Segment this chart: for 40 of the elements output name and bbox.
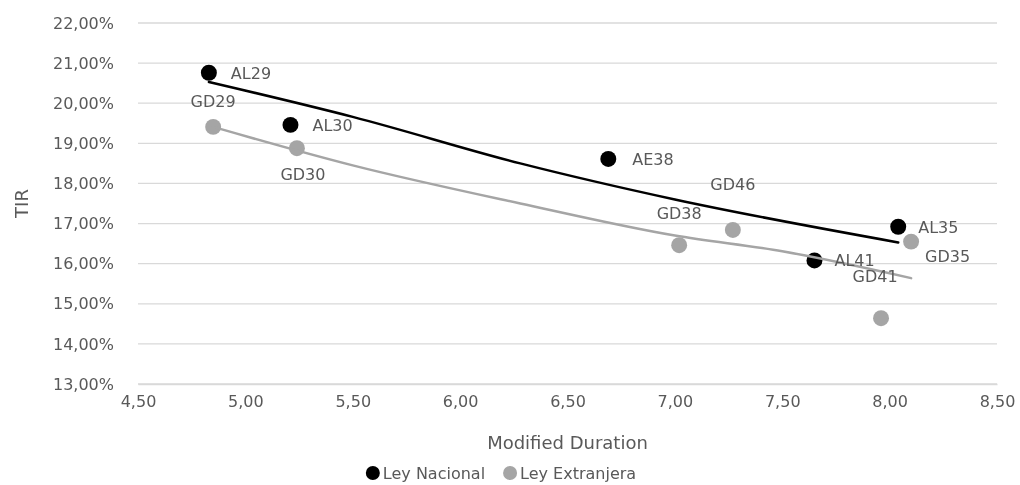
- point: [873, 310, 890, 327]
- y-tick-label: 13,00%: [52, 374, 114, 394]
- annotation: GD35: [925, 246, 971, 266]
- point: [282, 116, 299, 133]
- annotation: GD46: [710, 174, 756, 194]
- annotation: GD30: [280, 165, 326, 185]
- point: [890, 218, 907, 235]
- y-tick-label: 15,00%: [52, 294, 114, 314]
- x-tick-label: 6,50: [550, 392, 586, 412]
- point: [200, 64, 217, 81]
- annotation: AL29: [230, 63, 272, 83]
- legend-label: Ley Nacional: [382, 464, 486, 483]
- point: [903, 233, 920, 250]
- annotation: GD38: [656, 204, 702, 224]
- y-tick-label: 14,00%: [52, 334, 114, 354]
- y-tick-label: 17,00%: [52, 214, 114, 234]
- y-tick-label: 16,00%: [52, 254, 114, 274]
- x-axis-title: Modified Duration: [487, 432, 648, 453]
- y-tick-label: 19,00%: [52, 133, 114, 153]
- annotation: AE38: [632, 149, 674, 169]
- x-tick-label: 4,50: [120, 392, 157, 412]
- x-tick-label: 6,00: [442, 392, 479, 412]
- legend-label: Ley Extranjera: [520, 464, 637, 483]
- point: [724, 222, 741, 238]
- y-tick-label: 21,00%: [52, 53, 114, 73]
- x-tick-label: 8,50: [979, 392, 1016, 412]
- y-tick-label: 18,00%: [52, 174, 114, 194]
- x-tick-label: 5,50: [335, 392, 372, 412]
- y-tick-label: 22,00%: [52, 13, 114, 33]
- point: [600, 151, 617, 167]
- annotation: GD29: [190, 91, 236, 111]
- x-tick-label: 7,00: [657, 392, 694, 412]
- y-axis-title: TIR: [11, 189, 32, 219]
- y-tick-label: 20,00%: [52, 93, 114, 113]
- x-tick-label: 7,50: [764, 392, 801, 412]
- annotation: AL35: [918, 217, 959, 237]
- x-tick-label: 5,00: [228, 392, 264, 412]
- point: [671, 237, 688, 254]
- x-tick-label: 8,00: [872, 392, 908, 412]
- annotation: AL30: [312, 115, 353, 135]
